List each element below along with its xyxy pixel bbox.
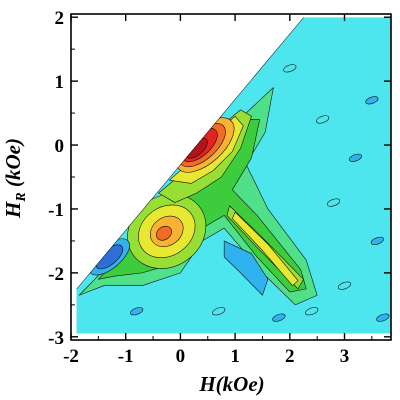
contour-speckle-9 [337,281,352,290]
contour-speckle-4 [370,236,384,245]
y-axis-label-subscript: R [14,192,29,202]
y-tick-label: -3 [48,328,64,349]
contour-fill-layer [76,17,391,334]
y-tick-label: -2 [48,264,64,285]
x-tick-label: -2 [63,346,79,367]
contour-level-8-secondary [156,225,172,241]
x-tick-label: 1 [230,346,240,367]
y-axis-label: HR (kOe) [1,138,29,219]
contour-speckle-3 [326,198,341,207]
contour-speckle-1 [365,96,379,105]
contour-speckle-7 [212,307,226,316]
contour-level-1-negative [223,240,269,296]
contour-speckle-5 [305,307,319,316]
y-tick-label: 2 [55,8,65,29]
y-tick-label: 0 [55,136,65,157]
y-ticks [71,16,391,338]
contour-speckle-10 [376,313,390,322]
contour-fills [76,17,391,334]
contour-lines-clipped [76,17,304,290]
y-tick-labels: -3 -2 -1 0 1 2 [48,8,64,349]
x-tick-label: -1 [118,346,134,367]
contour-speckle-6 [272,313,286,322]
x-tick-labels: -2 -1 0 1 2 3 [63,346,349,367]
x-axis-label: H(kOe) [198,372,264,396]
x-tick-label: 2 [285,346,295,367]
plot-area [71,14,391,340]
y-axis-label-unit: (kOe) [1,138,25,192]
x-tick-label: 3 [340,346,350,367]
y-tick-label: 1 [55,72,65,93]
contour-speckle-8 [130,307,144,316]
contour-speckle-0 [316,115,330,124]
y-axis-label-main: H [1,201,25,219]
contour-line-layer [76,17,304,290]
measurement-boundary-line [76,17,304,290]
contour-speckle-2 [348,153,363,162]
contour-level-6-ridge [232,211,299,286]
contour-speckle-11 [283,64,297,73]
y-tick-label: -1 [48,200,64,221]
x-tick-label: 0 [176,346,186,367]
